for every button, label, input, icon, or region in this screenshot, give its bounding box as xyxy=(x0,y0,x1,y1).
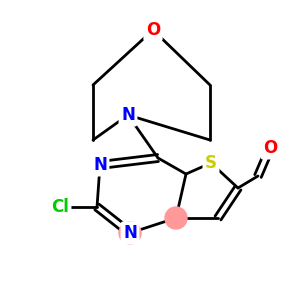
Text: S: S xyxy=(205,154,217,172)
Text: O: O xyxy=(146,21,160,39)
Text: N: N xyxy=(121,106,135,124)
Text: N: N xyxy=(123,224,137,242)
Text: N: N xyxy=(93,156,107,174)
Circle shape xyxy=(165,207,187,229)
Text: O: O xyxy=(263,139,277,157)
Text: Cl: Cl xyxy=(51,198,69,216)
Circle shape xyxy=(119,222,141,244)
